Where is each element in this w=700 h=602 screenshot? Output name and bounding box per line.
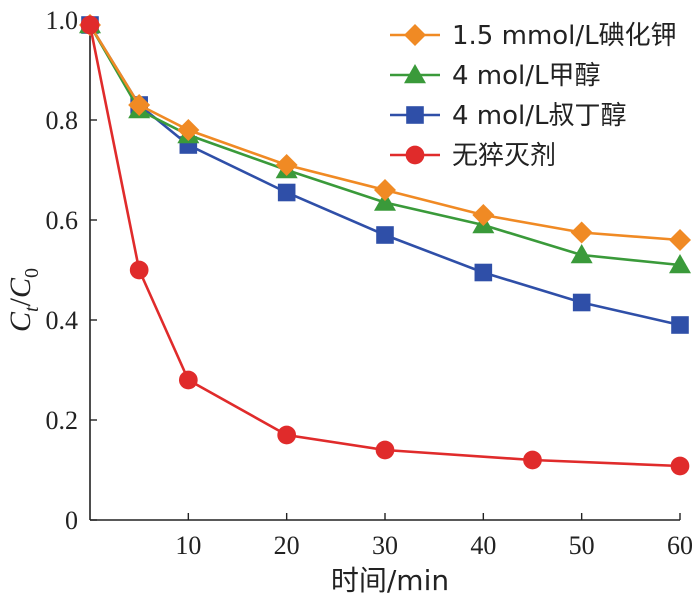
data-point	[523, 450, 542, 470]
y-label-sub2: 0	[21, 268, 43, 278]
data-point	[570, 221, 593, 244]
series-line	[88, 24, 681, 468]
y-label-c2: C	[4, 277, 37, 298]
x-tick-label: 10	[175, 531, 201, 560]
data-point	[177, 119, 200, 141]
data-point	[671, 316, 689, 334]
y-tick-label: 0	[65, 506, 78, 535]
legend-entry: 1.5 mmol/L碘化钾	[390, 21, 677, 51]
legend-label: 无猝灭剂	[452, 141, 556, 171]
x-tick-label: 60	[667, 531, 693, 560]
x-tick-label: 20	[274, 531, 300, 560]
data-point	[277, 183, 296, 202]
legend-label: 4 mol/L甲醇	[452, 61, 601, 91]
x-tick-label: 40	[470, 531, 496, 560]
data-point	[129, 260, 149, 280]
axes: 0 0.2 0.4 0.6 0.8 1.0 10 20 30 40 50 60	[46, 6, 694, 560]
legend-marker	[404, 64, 426, 84]
y-label-sub1: t	[21, 306, 43, 312]
data-point	[80, 15, 100, 35]
data-point	[472, 204, 495, 226]
data-point	[374, 179, 396, 201]
data-point	[570, 244, 593, 264]
legend-marker	[406, 106, 424, 124]
data-point	[474, 263, 493, 282]
x-axis-label: 时间/min	[331, 564, 449, 597]
legend-marker	[404, 24, 426, 46]
data-point	[376, 226, 394, 244]
data-point	[669, 229, 691, 251]
data-point	[572, 293, 591, 312]
legend-entry: 4 mol/L叔丁醇	[390, 101, 627, 131]
y-label-c1: C	[4, 311, 37, 332]
y-tick-label: 0.2	[46, 406, 79, 435]
series-3	[80, 15, 690, 476]
svg-text:Ct/C0: Ct/C0	[4, 268, 43, 332]
legend-entry: 4 mol/L甲醇	[390, 61, 601, 91]
y-label-slash: /	[4, 297, 37, 306]
data-point	[275, 154, 298, 176]
series-layer	[79, 14, 691, 476]
legend-label: 4 mol/L叔丁醇	[452, 101, 627, 131]
y-tick-label: 0.4	[46, 306, 79, 335]
data-point	[128, 94, 151, 116]
legend-entry: 无猝灭剂	[390, 141, 556, 171]
y-tick-label: 0.8	[46, 106, 79, 135]
data-point	[669, 254, 691, 274]
y-tick-label: 0.6	[46, 206, 79, 235]
y-tick-label: 1.0	[46, 6, 79, 35]
data-point	[178, 370, 198, 390]
legend-label: 1.5 mmol/L碘化钾	[452, 21, 677, 51]
data-point	[375, 440, 395, 460]
series-line	[88, 24, 681, 242]
data-point	[277, 425, 297, 445]
data-point	[670, 456, 690, 476]
x-tick-label: 50	[569, 531, 595, 560]
legend-marker	[405, 145, 425, 165]
data-point	[374, 191, 396, 211]
x-tick-label: 30	[372, 531, 398, 560]
y-axis-label: Ct/C0	[4, 268, 43, 332]
